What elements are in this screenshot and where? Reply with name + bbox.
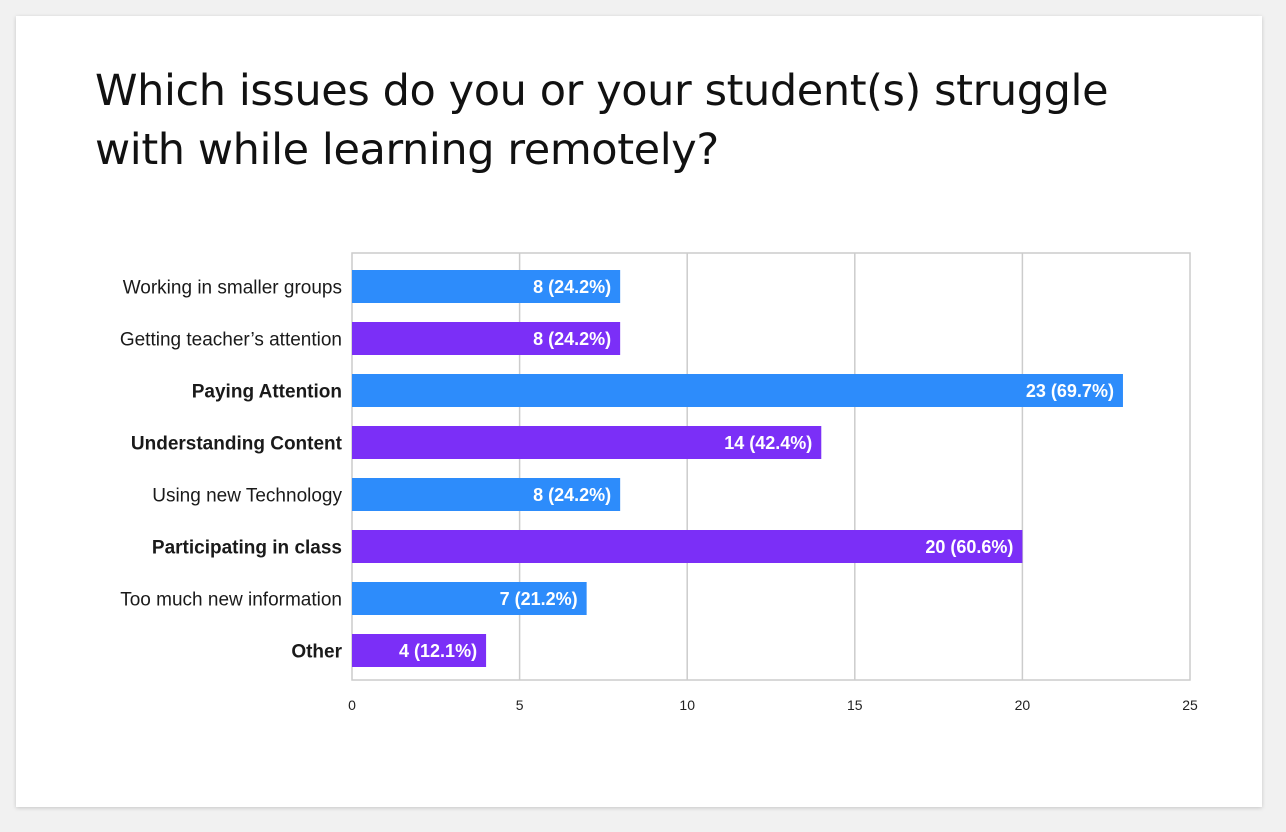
x-tick-label: 15 [847,697,863,713]
bar-data-label: 4 (12.1%) [399,641,477,661]
category-label: Other [291,642,342,663]
category-label: Participating in class [152,538,342,559]
x-tick-label: 0 [348,697,356,713]
category-label: Getting teacher’s attention [120,330,342,351]
category-label: Too much new information [120,590,342,611]
bar [352,634,487,667]
x-tick-label: 10 [679,697,695,713]
x-tick-label: 25 [1182,697,1198,713]
category-label: Paying Attention [192,382,342,403]
bar [352,374,1123,407]
chart-title: Which issues do you or your student(s) s… [95,66,1109,175]
category-label: Using new Technology [152,486,342,507]
bar-data-label: 23 (69.7%) [1026,381,1114,401]
x-tick-label: 5 [516,697,524,713]
chart-card: Which issues do you or your student(s) s… [16,16,1262,807]
bar-data-label: 8 (24.2%) [533,277,611,297]
x-tick-label: 20 [1015,697,1031,713]
bar-data-label: 8 (24.2%) [533,329,611,349]
bar-data-label: 20 (60.6%) [925,537,1013,557]
bar [352,426,822,459]
category-label: Working in smaller groups [123,278,342,299]
bar [352,582,587,615]
category-label: Understanding Content [131,434,343,455]
plot-frame [351,252,1191,681]
bar [352,530,1023,563]
bar [352,322,621,355]
bar [352,478,621,511]
bar-data-label: 7 (21.2%) [500,589,578,609]
bar-data-label: 14 (42.4%) [724,433,812,453]
bar-data-label: 8 (24.2%) [533,485,611,505]
bar [352,270,621,303]
